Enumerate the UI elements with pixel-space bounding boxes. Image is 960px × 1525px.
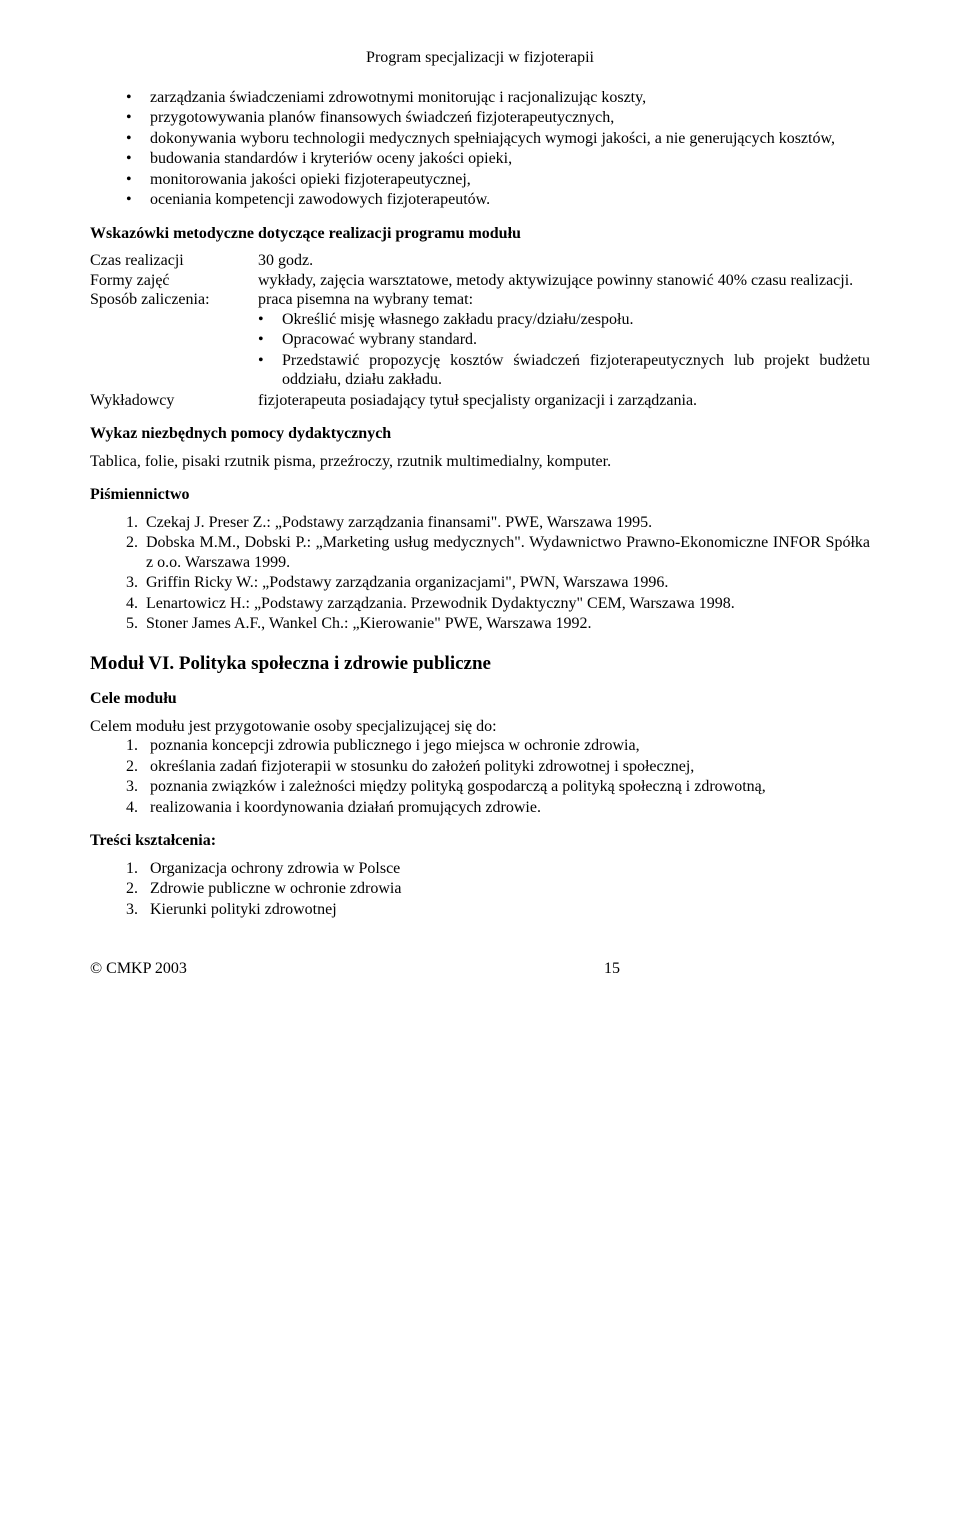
wykladowcy-label: Wykładowcy xyxy=(90,391,250,411)
wykaz-heading: Wykaz niezbędnych pomocy dydaktycznych xyxy=(90,424,870,444)
sposob-label: Sposób zaliczenia: xyxy=(90,290,250,391)
pismiennictwo-list: Czekaj J. Preser Z.: „Podstawy zarządzan… xyxy=(90,513,870,634)
list-item: Zdrowie publiczne w ochronie zdrowia xyxy=(126,879,870,899)
list-item: Czekaj J. Preser Z.: „Podstawy zarządzan… xyxy=(142,513,870,533)
list-item: Kierunki polityki zdrowotnej xyxy=(126,900,870,920)
list-item: budowania standardów i kryteriów oceny j… xyxy=(126,149,870,169)
modul-heading: Moduł VI. Polityka społeczna i zdrowie p… xyxy=(90,652,870,675)
wskazowki-heading: Wskazówki metodyczne dotyczące realizacj… xyxy=(90,224,870,244)
list-item: oceniania kompetencji zawodowych fizjote… xyxy=(126,190,870,210)
cele-list: poznania koncepcji zdrowia publicznego i… xyxy=(90,736,870,817)
formy-value: wykłady, zajęcia warsztatowe, metody akt… xyxy=(258,271,870,291)
list-item: zarządzania świadczeniami zdrowotnymi mo… xyxy=(126,88,870,108)
cele-heading: Cele modułu xyxy=(90,689,870,709)
list-item: Określić misję własnego zakładu pracy/dz… xyxy=(258,310,870,330)
list-item: poznania koncepcji zdrowia publicznego i… xyxy=(126,736,870,756)
list-item: określania zadań fizjoterapii w stosunku… xyxy=(126,757,870,777)
list-item: Lenartowicz H.: „Podstawy zarządzania. P… xyxy=(142,594,870,614)
list-item: monitorowania jakości opieki fizjoterape… xyxy=(126,170,870,190)
tresci-list: Organizacja ochrony zdrowia w Polsce Zdr… xyxy=(90,859,870,920)
sposob-value: praca pisemna na wybrany temat: Określić… xyxy=(258,290,870,391)
list-item: Stoner James A.F., Wankel Ch.: „Kierowan… xyxy=(142,614,870,634)
page-footer: © CMKP 2003 15 xyxy=(90,959,870,979)
footer-page-number: 15 xyxy=(604,959,870,979)
czas-label: Czas realizacji xyxy=(90,251,250,271)
list-item: realizowania i koordynowania działań pro… xyxy=(126,798,870,818)
page-header-title: Program specjalizacji w fizjoterapii xyxy=(90,48,870,68)
key-value-block: Czas realizacji 30 godz. Formy zajęć wyk… xyxy=(90,251,870,410)
sposob-intro: praca pisemna na wybrany temat: xyxy=(258,290,870,310)
cele-intro: Celem modułu jest przygotowanie osoby sp… xyxy=(90,717,870,737)
list-item: Opracować wybrany standard. xyxy=(258,330,870,350)
list-item: dokonywania wyboru technologii medycznyc… xyxy=(126,129,870,149)
list-item: Dobska M.M., Dobski P.: „Marketing usług… xyxy=(142,533,870,572)
czas-value: 30 godz. xyxy=(258,251,870,271)
list-item: poznania związków i zależności między po… xyxy=(126,777,870,797)
tresci-heading: Treści kształcenia: xyxy=(90,831,870,851)
formy-label: Formy zajęć xyxy=(90,271,250,291)
list-item: Organizacja ochrony zdrowia w Polsce xyxy=(126,859,870,879)
list-item: Griffin Ricky W.: „Podstawy zarządzania … xyxy=(142,573,870,593)
footer-copyright: © CMKP 2003 xyxy=(90,959,187,979)
wykaz-text: Tablica, folie, pisaki rzutnik pisma, pr… xyxy=(90,452,870,472)
top-bullet-list: zarządzania świadczeniami zdrowotnymi mo… xyxy=(90,88,870,210)
list-item: Przedstawić propozycję kosztów świadczeń… xyxy=(258,351,870,390)
pismiennictwo-heading: Piśmiennictwo xyxy=(90,485,870,505)
wykladowcy-value: fizjoterapeuta posiadający tytuł specjal… xyxy=(258,391,870,411)
list-item: przygotowywania planów finansowych świad… xyxy=(126,108,870,128)
